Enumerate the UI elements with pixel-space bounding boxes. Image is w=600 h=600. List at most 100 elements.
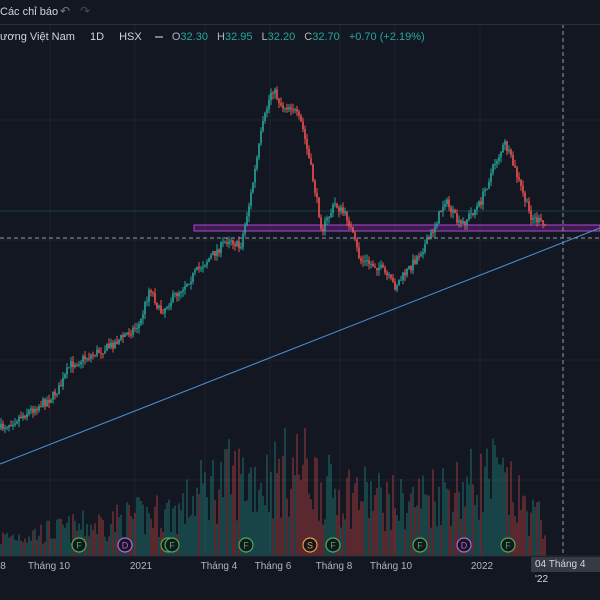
- volume-bar: [332, 497, 334, 556]
- volume-bar: [544, 535, 546, 556]
- candle: [264, 112, 266, 122]
- candle: [12, 424, 14, 426]
- event-marker[interactable]: F: [238, 537, 254, 553]
- volume-bar: [268, 511, 270, 556]
- candle: [72, 361, 74, 368]
- symbol-name[interactable]: ương Việt Nam: [0, 31, 75, 43]
- candle: [412, 259, 414, 271]
- event-marker[interactable]: D: [117, 537, 133, 553]
- candle: [208, 258, 210, 262]
- candle: [464, 220, 466, 225]
- candle: [520, 179, 522, 186]
- support-zone[interactable]: [193, 224, 600, 232]
- candle: [458, 220, 460, 223]
- close-value: 32.70: [312, 31, 340, 43]
- volume-bar: [514, 516, 516, 556]
- candle: [298, 111, 300, 116]
- volume-bar: [300, 480, 302, 556]
- volume-bar: [396, 515, 398, 556]
- candle: [530, 210, 532, 220]
- candle: [282, 105, 284, 109]
- candle: [248, 205, 250, 217]
- candle: [186, 284, 188, 287]
- candle: [402, 272, 404, 280]
- volume-bar: [426, 495, 428, 556]
- event-marker[interactable]: F: [500, 537, 516, 553]
- candle: [272, 92, 274, 94]
- volume-bar: [498, 464, 500, 556]
- volume-bar: [12, 534, 14, 556]
- candle: [112, 342, 114, 349]
- candle: [306, 139, 308, 150]
- open-value: 32.30: [180, 31, 208, 43]
- volume-bar: [452, 511, 454, 556]
- volume-bar: [422, 475, 424, 556]
- candle: [132, 327, 134, 335]
- candle: [290, 107, 292, 110]
- volume-bar: [392, 475, 394, 556]
- volume-bar: [302, 464, 304, 556]
- candle: [468, 213, 470, 220]
- undo-icon[interactable]: ↶: [60, 4, 71, 18]
- candle: [6, 427, 8, 429]
- volume-bar: [50, 538, 52, 556]
- volume-bar: [2, 532, 4, 556]
- volume-bar: [440, 524, 442, 556]
- volume-bar: [434, 501, 436, 556]
- volume-bar: [406, 512, 408, 556]
- volume-bar: [218, 489, 220, 556]
- candle: [10, 425, 12, 427]
- candle: [420, 254, 422, 257]
- event-marker[interactable]: S: [302, 537, 318, 553]
- candle: [182, 289, 184, 292]
- candle: [332, 204, 334, 213]
- trend-line[interactable]: [0, 227, 600, 465]
- event-marker[interactable]: F: [412, 537, 428, 553]
- candle: [148, 290, 150, 302]
- candle: [234, 244, 236, 246]
- candle: [324, 220, 326, 231]
- candle: [370, 263, 372, 265]
- event-marker[interactable]: D: [456, 537, 472, 553]
- event-marker[interactable]: F: [71, 537, 87, 553]
- candle: [542, 220, 544, 225]
- event-marker[interactable]: F: [325, 537, 341, 553]
- volume-bar: [172, 508, 174, 556]
- volume-bar: [390, 529, 392, 556]
- volume-bar: [350, 528, 352, 556]
- interval-label[interactable]: 1D: [89, 31, 105, 43]
- volume-bar: [230, 494, 232, 556]
- collapse-legend-icon[interactable]: [154, 36, 163, 39]
- candle: [394, 281, 396, 290]
- volume-bar: [86, 524, 88, 556]
- candle: [508, 149, 510, 152]
- candle: [238, 241, 240, 249]
- candle: [90, 354, 92, 359]
- candle: [170, 301, 172, 307]
- candle: [134, 327, 136, 329]
- volume-bar: [418, 478, 420, 556]
- volume-bar: [90, 524, 92, 556]
- candle: [376, 267, 378, 271]
- low-value: 32.20: [267, 31, 296, 43]
- candle: [120, 335, 122, 340]
- volume-bar: [314, 457, 316, 556]
- candle: [236, 241, 238, 246]
- candle: [392, 277, 394, 282]
- volume-bar: [156, 495, 158, 556]
- candle: [368, 260, 370, 264]
- candle: [136, 328, 138, 330]
- candle: [152, 292, 154, 294]
- candle: [80, 361, 82, 365]
- candle: [378, 267, 380, 271]
- redo-icon[interactable]: ↷: [80, 4, 91, 18]
- candle: [218, 249, 220, 253]
- indicators-button[interactable]: Các chỉ báo: [0, 6, 59, 18]
- volume-bar: [56, 519, 58, 556]
- candle: [196, 266, 198, 270]
- event-marker[interactable]: F: [164, 537, 180, 553]
- candle: [390, 274, 392, 278]
- candle: [454, 209, 456, 214]
- volume-bar: [22, 542, 24, 556]
